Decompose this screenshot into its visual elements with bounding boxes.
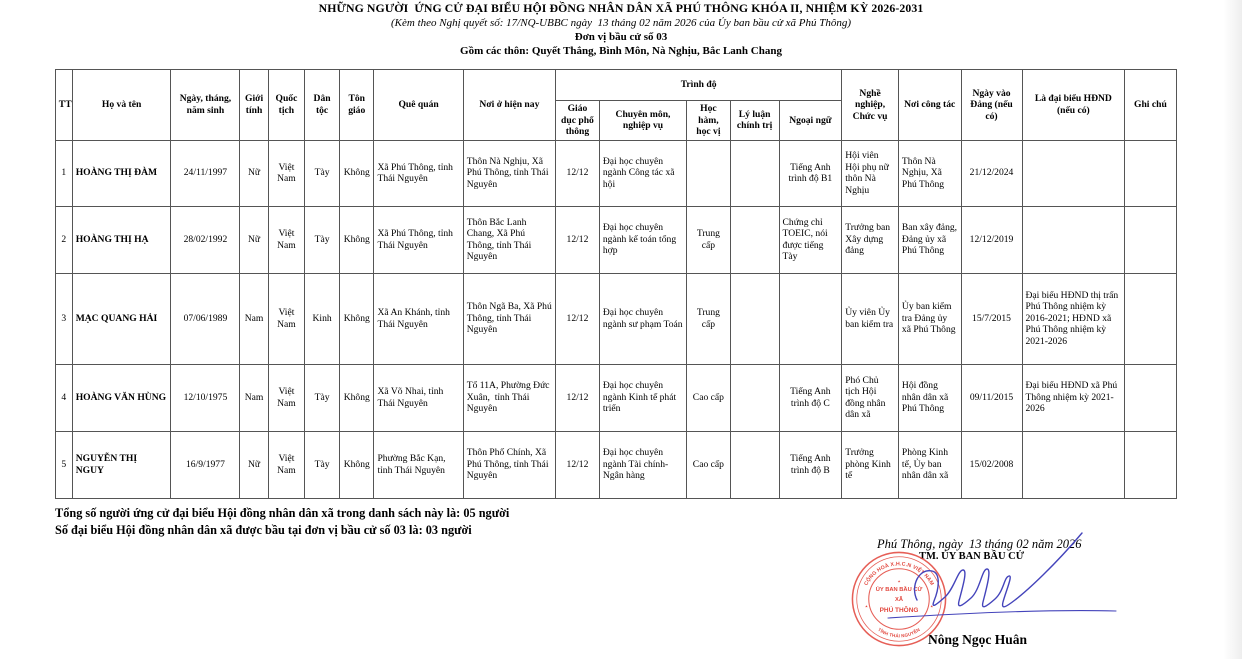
svg-text:★: ★	[897, 580, 900, 584]
svg-text:★: ★	[865, 605, 868, 609]
svg-text:XÃ: XÃ	[895, 596, 903, 603]
svg-text:ỦY BAN BẦU CỬ: ỦY BAN BẦU CỬ	[876, 586, 923, 593]
svg-text:PHÚ THÔNG: PHÚ THÔNG	[880, 605, 919, 614]
svg-text:★: ★	[930, 605, 933, 609]
